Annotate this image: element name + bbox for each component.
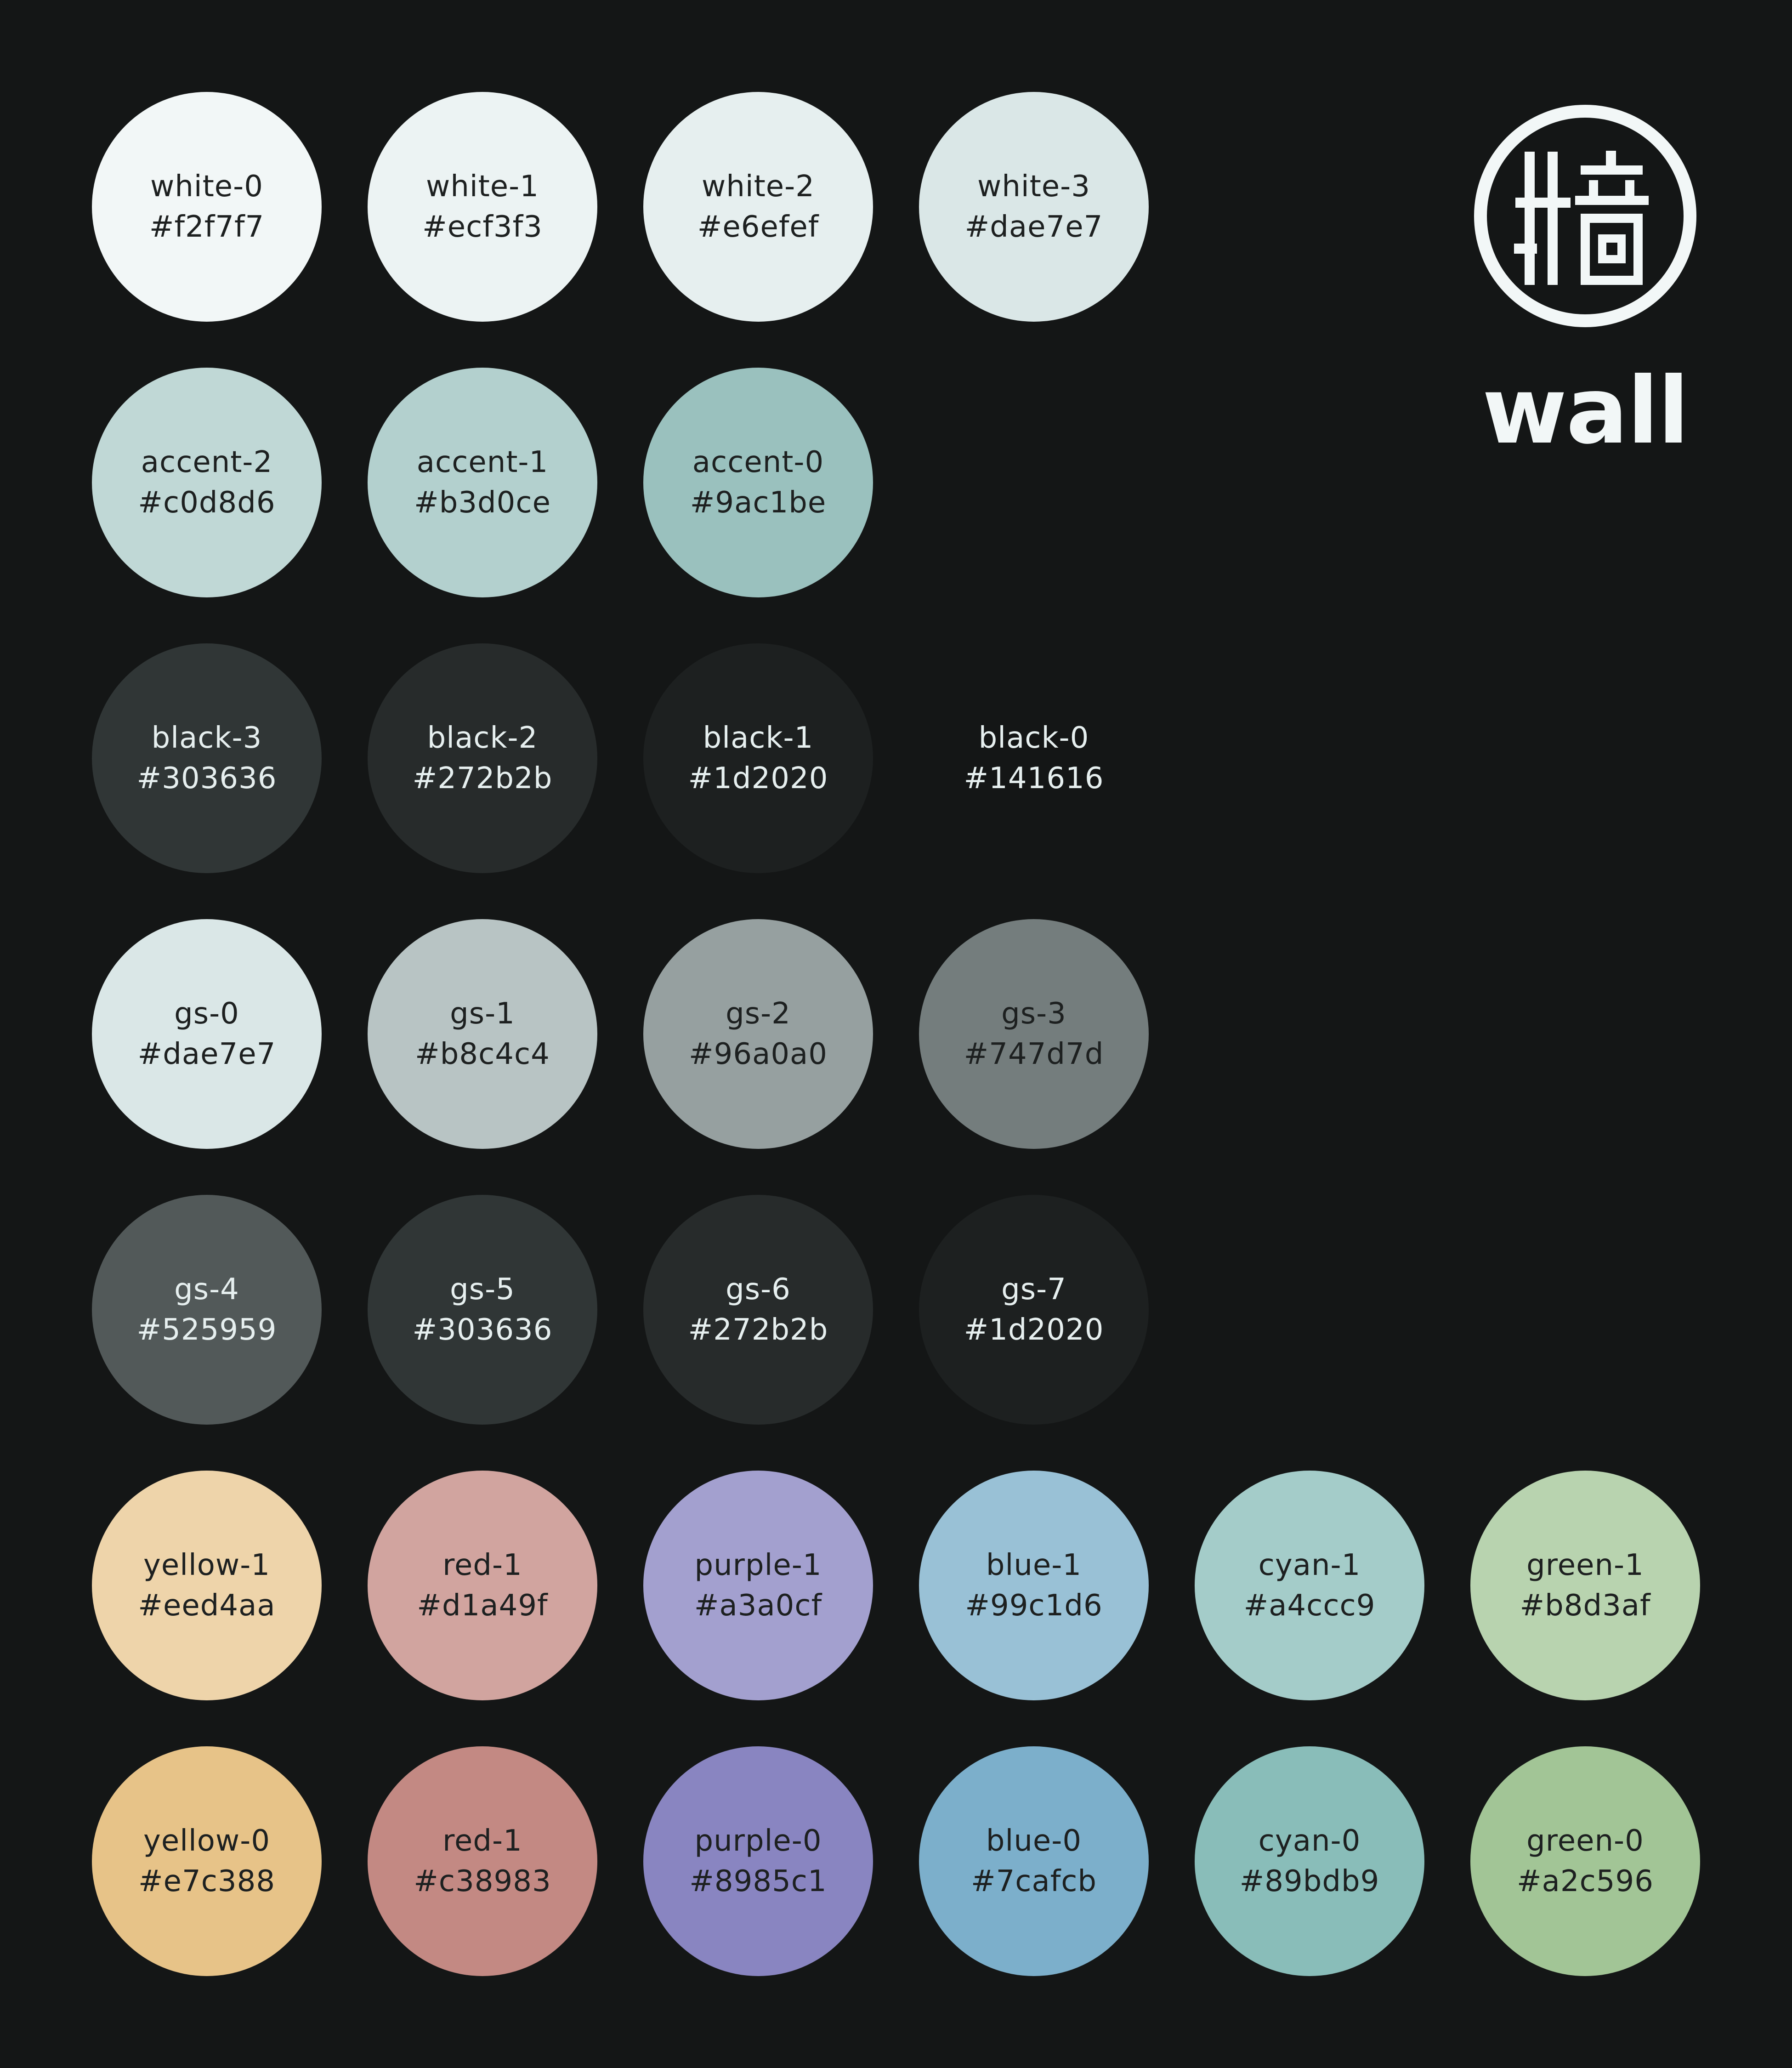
swatch-hex: #303636 <box>136 761 277 795</box>
swatch-name: gs-0 <box>174 997 239 1031</box>
swatch-hex: #272b2b <box>688 1313 828 1347</box>
swatch-gs-6: gs-6 #272b2b <box>643 1195 873 1425</box>
swatch-hex: #f2f7f7 <box>149 210 265 244</box>
swatch-name: cyan-0 <box>1258 1824 1361 1858</box>
swatch-black-0: black-0 #141616 <box>919 643 1149 873</box>
swatch-cyan-0: cyan-0 #89bdb9 <box>1195 1746 1424 1976</box>
swatch-purple-0: purple-0 #8985c1 <box>643 1746 873 1976</box>
swatch-name: accent-1 <box>416 445 549 479</box>
swatch-hex: #89bdb9 <box>1239 1864 1380 1898</box>
swatch-gs-1: gs-1 #b8c4c4 <box>368 919 597 1149</box>
swatch-gs-2: gs-2 #96a0a0 <box>643 919 873 1149</box>
swatch-accent-1: accent-1 #b3d0ce <box>368 368 597 597</box>
swatch-hex: #303636 <box>412 1313 553 1347</box>
swatch-cyan-1: cyan-1 #a4ccc9 <box>1195 1471 1424 1700</box>
swatch-gs-0: gs-0 #dae7e7 <box>92 919 322 1149</box>
swatch-name: cyan-1 <box>1258 1548 1361 1582</box>
swatch-name: gs-6 <box>726 1273 791 1307</box>
swatch-hex: #8985c1 <box>689 1864 827 1898</box>
swatch-name: accent-0 <box>692 445 824 479</box>
swatch-hex: #1d2020 <box>688 761 828 795</box>
swatch-name: gs-5 <box>450 1273 515 1307</box>
swatch-name: blue-1 <box>986 1548 1082 1582</box>
swatch-name: black-3 <box>151 721 262 755</box>
swatch-black-2: black-2 #272b2b <box>368 643 597 873</box>
swatch-hex: #e7c388 <box>138 1864 276 1898</box>
swatch-hex: #dae7e7 <box>964 210 1103 244</box>
swatch-name: gs-3 <box>1001 997 1066 1031</box>
swatch-name: white-2 <box>702 170 815 204</box>
swatch-hex: #a4ccc9 <box>1243 1589 1376 1623</box>
swatch-hex: #ecf3f3 <box>422 210 543 244</box>
swatch-hex: #a2c596 <box>1517 1864 1654 1898</box>
swatch-blue-0: blue-0 #7cafcb <box>919 1746 1149 1976</box>
swatch-hex: #99c1d6 <box>965 1589 1103 1623</box>
swatch-hex: #c38983 <box>414 1864 551 1898</box>
swatch-name: red-1 <box>442 1824 522 1858</box>
swatch-name: yellow-0 <box>143 1824 271 1858</box>
swatch-name: white-3 <box>977 170 1090 204</box>
swatch-name: black-1 <box>703 721 814 755</box>
swatch-hex: #7cafcb <box>970 1864 1097 1898</box>
swatch-accent-2: accent-2 #c0d8d6 <box>92 368 322 597</box>
swatch-purple-1: purple-1 #a3a0cf <box>643 1471 873 1700</box>
wall-seal-logo <box>1474 105 1696 327</box>
swatch-name: yellow-1 <box>143 1548 271 1582</box>
swatch-hex: #525959 <box>136 1313 277 1347</box>
swatch-name: gs-7 <box>1001 1273 1066 1307</box>
swatch-gs-3: gs-3 #747d7d <box>919 919 1149 1149</box>
swatch-hex: #e6efef <box>697 210 819 244</box>
swatch-gs-7: gs-7 #1d2020 <box>919 1195 1149 1425</box>
swatch-hex: #eed4aa <box>138 1589 276 1623</box>
swatch-black-3: black-3 #303636 <box>92 643 322 873</box>
swatch-name: purple-0 <box>694 1824 822 1858</box>
swatch-name: green-0 <box>1526 1824 1644 1858</box>
swatch-gs-4: gs-4 #525959 <box>92 1195 322 1425</box>
swatch-name: black-0 <box>978 721 1089 755</box>
swatch-name: accent-2 <box>141 445 273 479</box>
swatch-hex: #b3d0ce <box>414 486 551 520</box>
swatch-name: black-2 <box>427 721 538 755</box>
swatch-green-1: green-1 #b8d3af <box>1470 1471 1700 1700</box>
swatch-hex: #96a0a0 <box>689 1037 828 1071</box>
swatch-red-1: red-1 #d1a49f <box>368 1471 597 1700</box>
swatch-hex: #1d2020 <box>964 1313 1104 1347</box>
swatch-name: gs-4 <box>174 1273 239 1307</box>
swatch-hex: #dae7e7 <box>137 1037 276 1071</box>
swatch-hex: #b8c4c4 <box>415 1037 550 1071</box>
swatch-white-1: white-1 #ecf3f3 <box>368 92 597 322</box>
swatch-name: red-1 <box>442 1548 522 1582</box>
swatch-accent-0: accent-0 #9ac1be <box>643 368 873 597</box>
swatch-black-1: black-1 #1d2020 <box>643 643 873 873</box>
swatch-name: blue-0 <box>986 1824 1082 1858</box>
swatch-hex: #a3a0cf <box>694 1589 822 1623</box>
swatch-hex: #141616 <box>964 761 1104 795</box>
swatch-white-0: white-0 #f2f7f7 <box>92 92 322 322</box>
swatch-red-0: red-1 #c38983 <box>368 1746 597 1976</box>
swatch-hex: #d1a49f <box>417 1589 548 1623</box>
swatch-white-3: white-3 #dae7e7 <box>919 92 1149 322</box>
swatch-gs-5: gs-5 #303636 <box>368 1195 597 1425</box>
swatch-hex: #c0d8d6 <box>138 486 276 520</box>
swatch-name: white-0 <box>150 170 263 204</box>
swatch-name: gs-1 <box>450 997 515 1031</box>
swatch-hex: #9ac1be <box>690 486 827 520</box>
swatch-yellow-1: yellow-1 #eed4aa <box>92 1471 322 1700</box>
swatch-hex: #272b2b <box>412 761 553 795</box>
swatch-name: gs-2 <box>726 997 791 1031</box>
swatch-white-2: white-2 #e6efef <box>643 92 873 322</box>
swatch-green-0: green-0 #a2c596 <box>1470 1746 1700 1976</box>
brand-wordmark: wall <box>1482 358 1690 465</box>
swatch-name: green-1 <box>1526 1548 1644 1582</box>
swatch-blue-1: blue-1 #99c1d6 <box>919 1471 1149 1700</box>
swatch-hex: #b8d3af <box>1520 1589 1651 1623</box>
swatch-name: white-1 <box>426 170 539 204</box>
swatch-hex: #747d7d <box>964 1037 1104 1071</box>
swatch-name: purple-1 <box>694 1548 822 1582</box>
swatch-yellow-0: yellow-0 #e7c388 <box>92 1746 322 1976</box>
